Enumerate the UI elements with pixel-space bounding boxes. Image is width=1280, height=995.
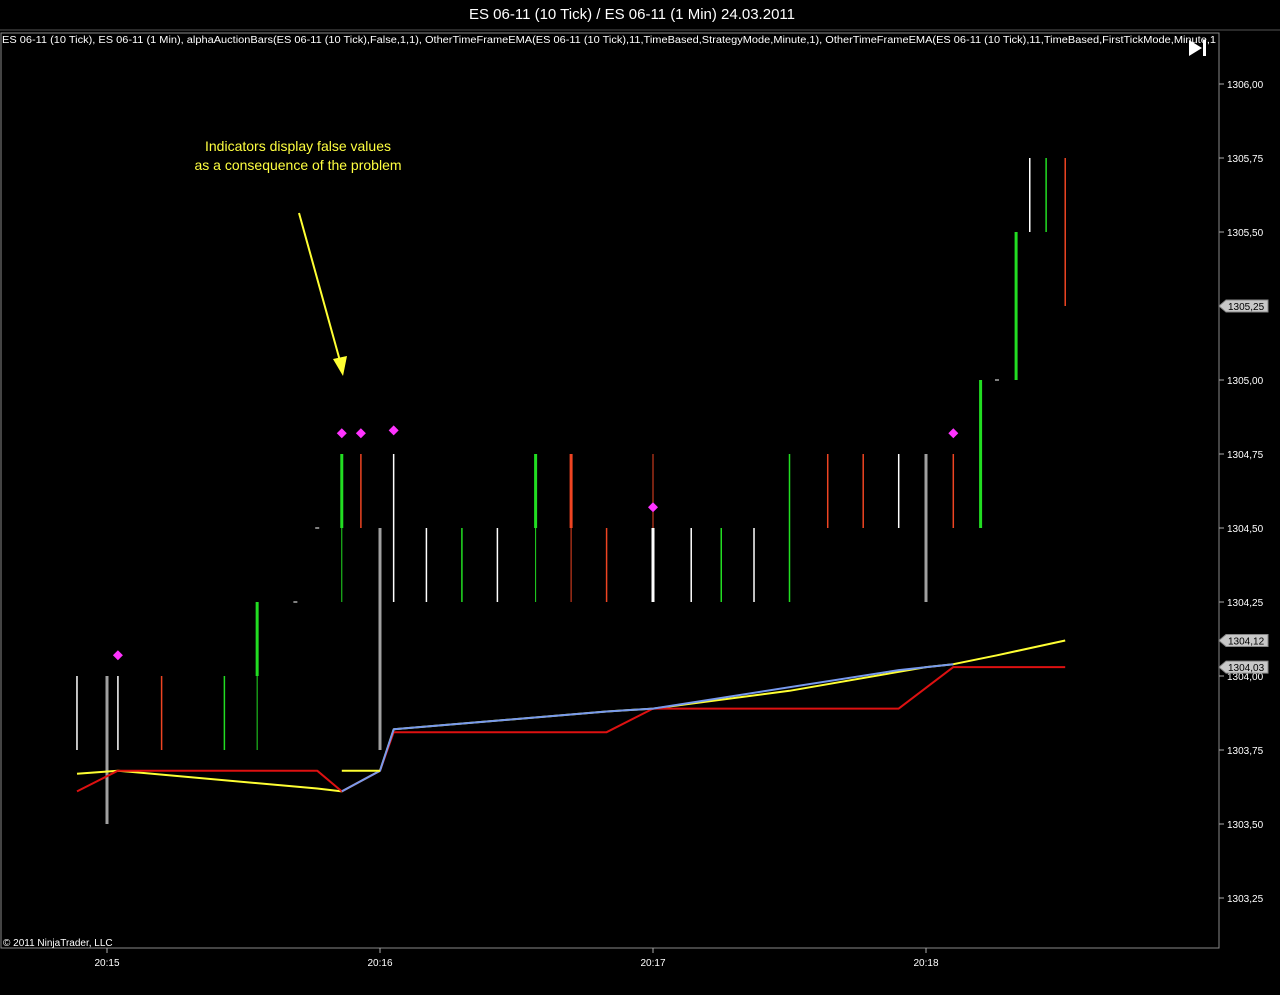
y-tick-label: 1304,75 [1227,450,1264,461]
annotation-line-1: Indicators display false values [205,138,391,154]
price-box-label: 1305,25 [1228,302,1265,313]
price-box-label: 1304,03 [1228,663,1265,674]
y-tick-label: 1304,25 [1227,598,1264,609]
ema-lines [76,639,1066,793]
ema-line [76,639,1066,793]
signal-marker [112,650,123,661]
y-tick-label: 1303,25 [1227,894,1264,905]
price-box [1218,660,1269,674]
plot-frame [0,32,1220,949]
price-boxes: 1305,25 1304,12 1304,03 [1218,299,1269,674]
time-axis: 20:15 20:16 20:17 20:18 [94,948,939,969]
x-tick-label: 20:16 [367,958,392,969]
y-tick-label: 1306,00 [1227,80,1264,91]
play-to-end-icon[interactable] [1189,40,1206,56]
signal-marker [948,428,959,439]
signal-marker [355,428,366,439]
y-tick-label: 1305,50 [1227,228,1264,239]
y-tick-label: 1303,75 [1227,746,1264,757]
y-tick-label: 1305,75 [1227,154,1264,165]
y-tick-label: 1304,00 [1227,672,1264,683]
ema-line [341,663,954,793]
price-axis: 1303,25 1303,50 1303,75 1304,00 1304,25 1304,… [1219,80,1264,905]
y-tick-label: 1303,50 [1227,820,1264,831]
x-tick-label: 20:15 [94,958,119,969]
signal-markers [112,425,959,661]
window-title: ES 06-11 (10 Tick) / ES 06-11 (1 Min) 24… [469,6,795,23]
copyright-text: © 2011 NinjaTrader, LLC [3,938,113,949]
annotation-arrow [298,212,347,376]
price-box [1218,633,1269,647]
price-box-label: 1304,12 [1228,636,1265,647]
price-bars [76,158,1066,824]
y-tick-label: 1304,50 [1227,524,1264,535]
x-tick-label: 20:18 [913,958,938,969]
price-box [1218,299,1269,313]
signal-marker [388,425,399,436]
signal-marker [336,428,347,439]
signal-marker [648,502,658,513]
x-tick-label: 20:17 [640,958,665,969]
y-tick-label: 1305,00 [1227,376,1264,387]
indicator-list: ES 06-11 (10 Tick), ES 06-11 (1 Min), al… [2,35,1216,46]
ema-line [76,666,1066,793]
annotation-line-2: as a consequence of the problem [194,157,401,173]
